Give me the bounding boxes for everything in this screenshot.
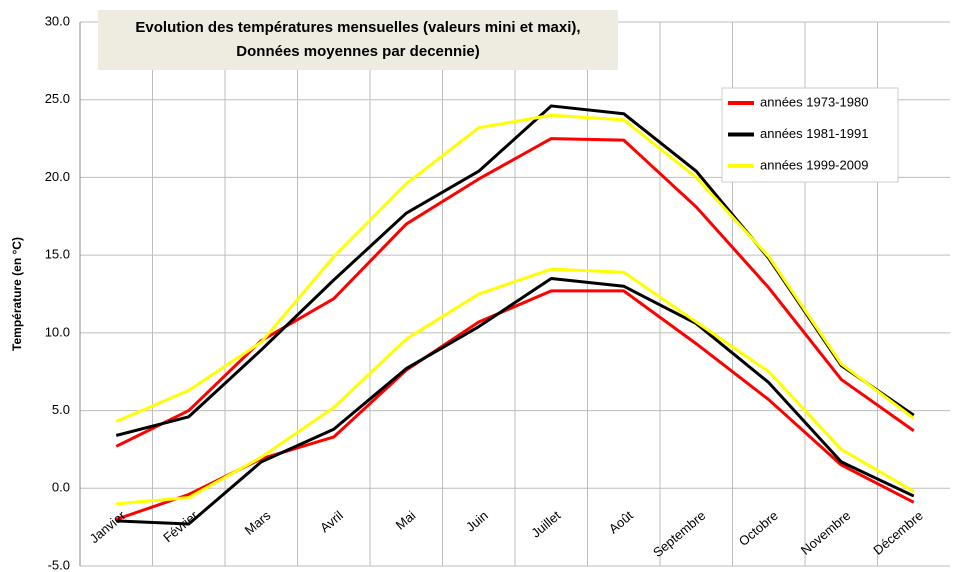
y-tick-label: 10.0 bbox=[45, 324, 70, 339]
legend-label: années 1981-1991 bbox=[760, 126, 868, 141]
title-box bbox=[98, 10, 618, 70]
series-line bbox=[116, 267, 915, 506]
x-tick-label: Décembre bbox=[870, 508, 926, 558]
x-tick-label: Mai bbox=[393, 508, 419, 533]
series-line bbox=[116, 276, 915, 526]
y-axis-label: Température (en °C) bbox=[10, 237, 24, 351]
y-tick-label: 30.0 bbox=[45, 13, 70, 28]
chart-title: Données moyennes par decennie) bbox=[236, 43, 479, 60]
x-tick-label: Septembre bbox=[650, 508, 708, 560]
y-tick-label: -5.0 bbox=[48, 557, 70, 572]
y-tick-label: 5.0 bbox=[52, 402, 70, 417]
grid bbox=[79, 21, 950, 567]
x-tick-label: Mars bbox=[242, 507, 274, 537]
y-tick-label: 20.0 bbox=[45, 169, 70, 184]
y-tick-label: 15.0 bbox=[45, 247, 70, 262]
x-tick-label: Juin bbox=[463, 508, 491, 535]
x-tick-label: Novembre bbox=[798, 508, 854, 558]
series-line bbox=[115, 113, 915, 423]
x-tick-label: Avril bbox=[317, 508, 346, 536]
x-tick-label: Octobre bbox=[736, 508, 781, 549]
y-tick-label: 0.0 bbox=[52, 480, 70, 495]
x-tick-label: Février bbox=[160, 507, 201, 545]
y-tick-label: 25.0 bbox=[45, 91, 70, 106]
chart-title: Evolution des températures mensuelles (v… bbox=[135, 19, 580, 36]
x-tick-label: Août bbox=[606, 507, 636, 536]
legend: années 1973-1980 années 1981-1991 années 1… bbox=[721, 87, 899, 183]
series-line bbox=[115, 137, 915, 448]
legend-label: années 1973-1980 bbox=[760, 94, 868, 109]
legend-label: années 1999-2009 bbox=[760, 157, 868, 172]
lines bbox=[115, 104, 915, 526]
x-tick-label: Juillet bbox=[528, 507, 563, 540]
x-tick-label: Janvier bbox=[87, 507, 129, 546]
